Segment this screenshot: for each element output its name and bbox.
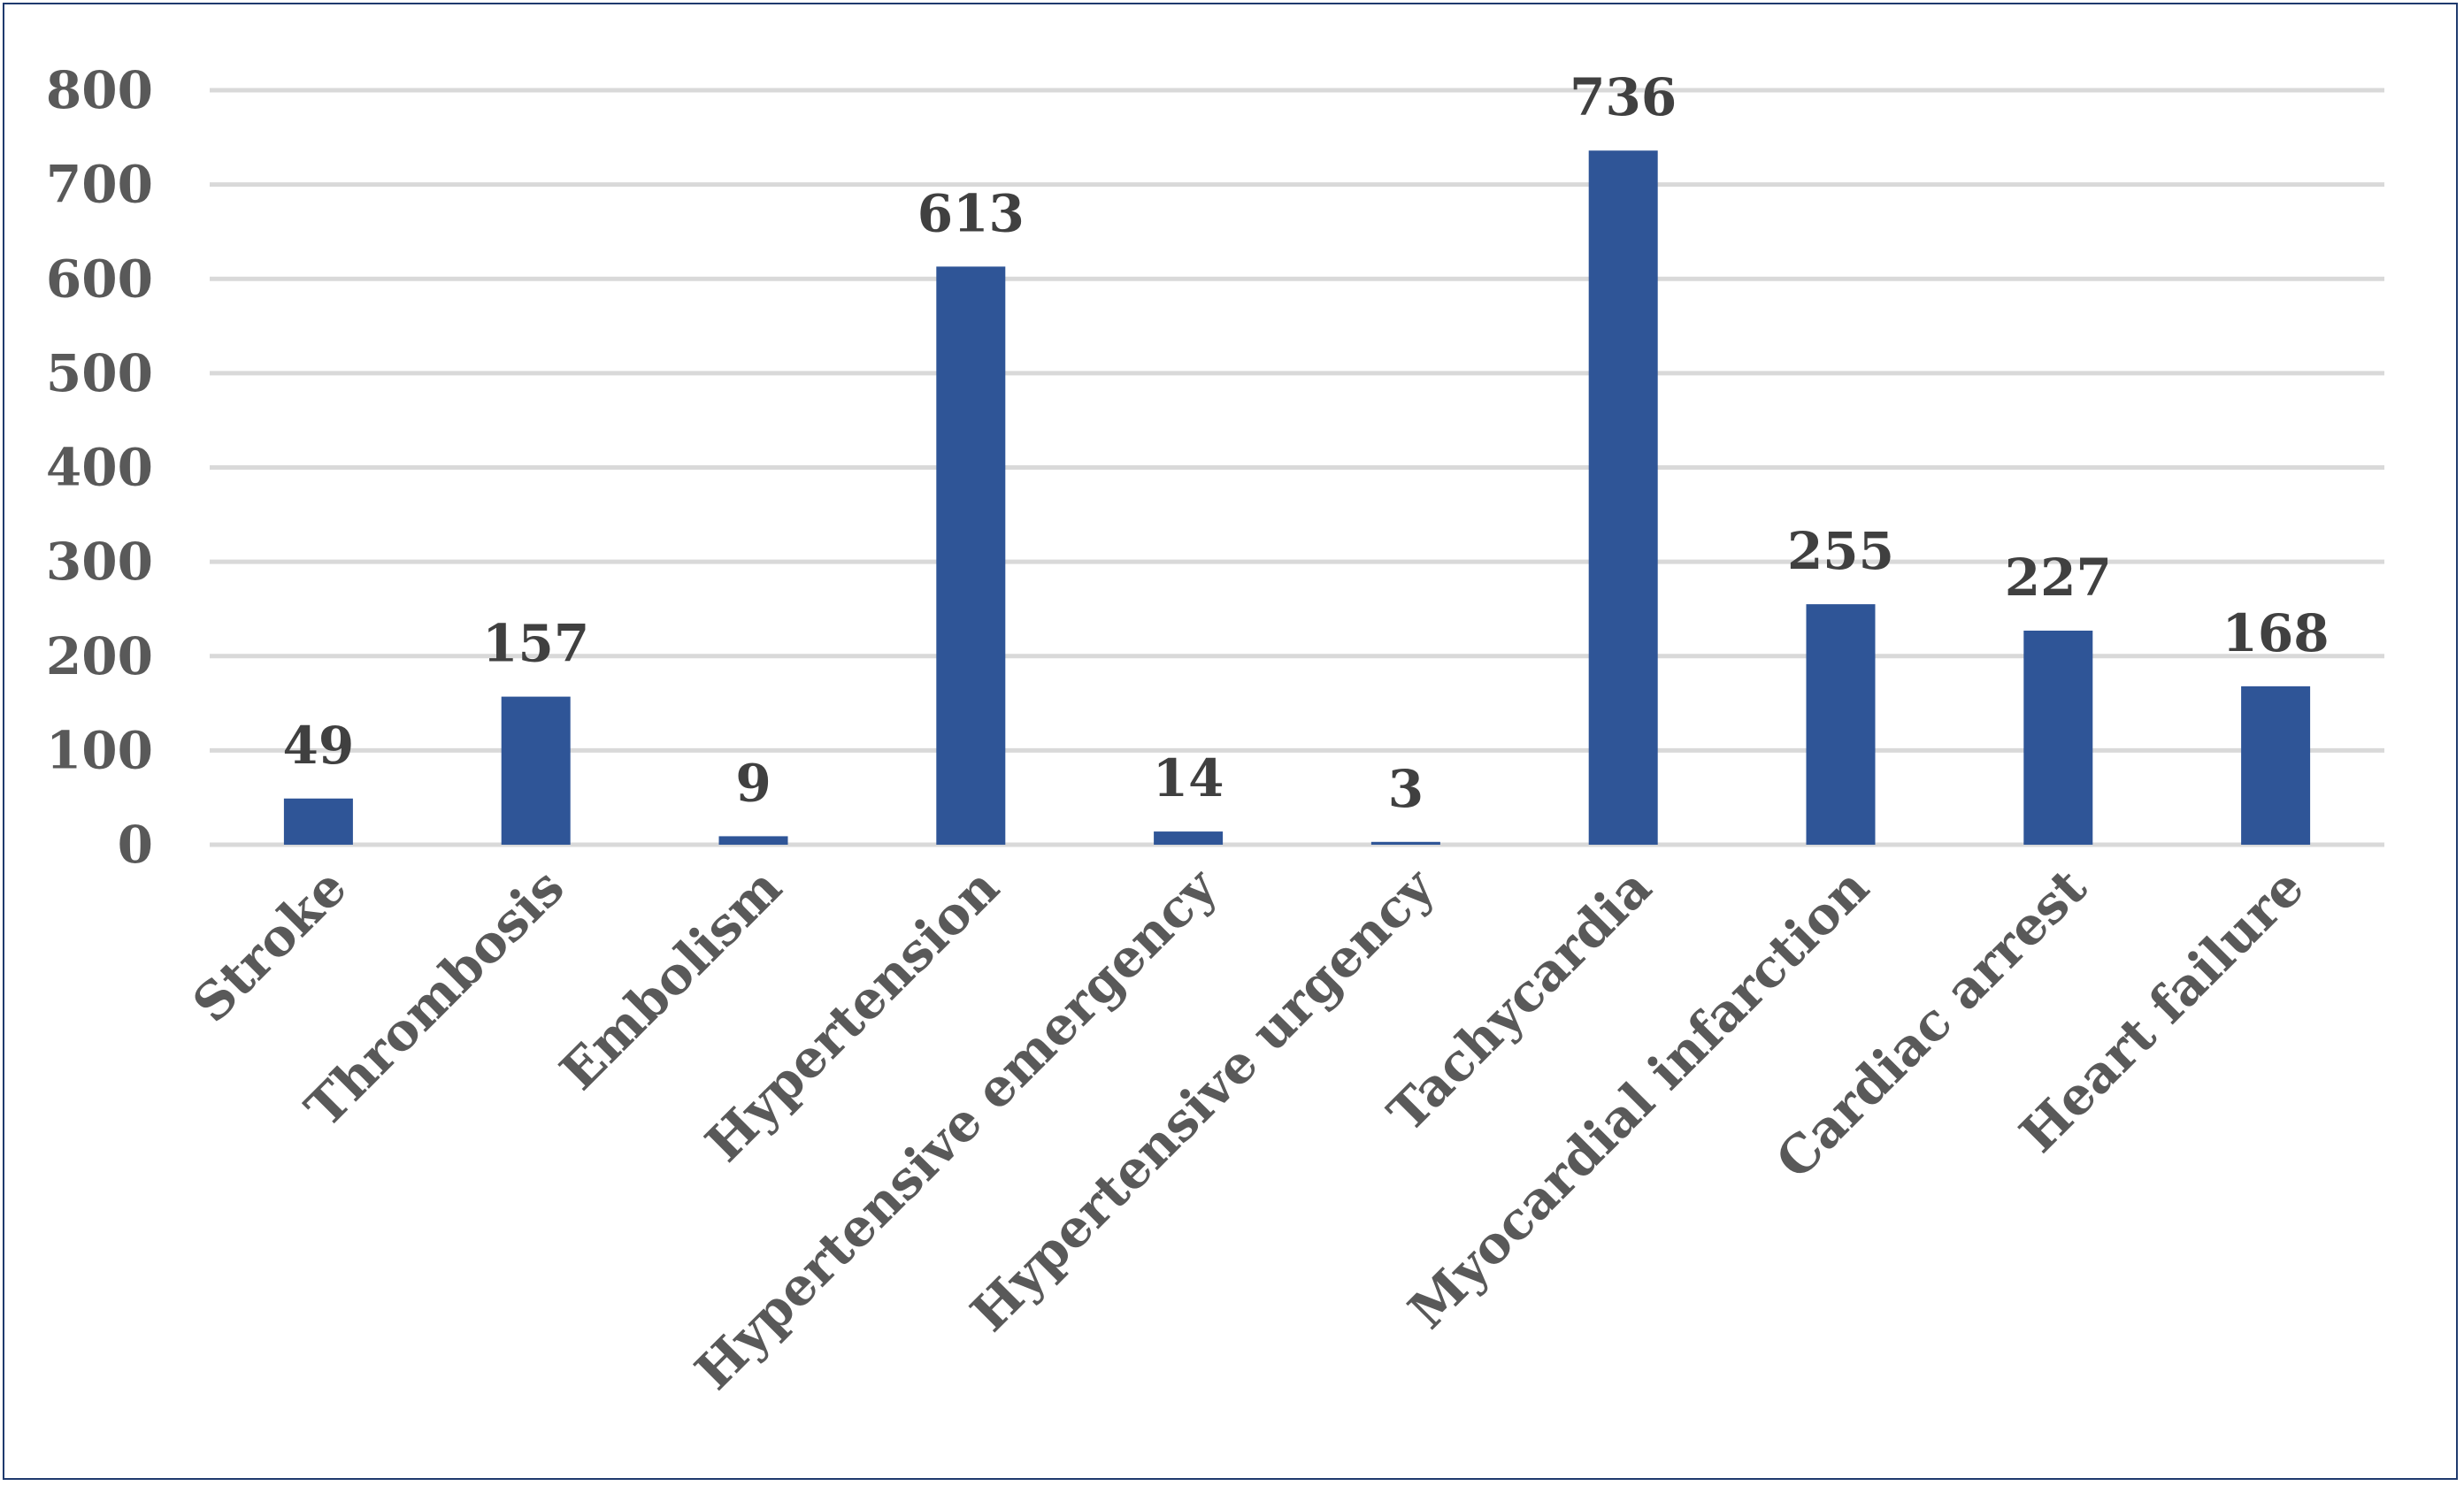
data-label: 14: [1153, 748, 1224, 808]
data-label: 3: [1388, 759, 1424, 819]
y-tick-label: 300: [46, 532, 153, 592]
y-tick-label: 700: [46, 155, 153, 215]
bar-myocardial-infarction: [1806, 604, 1876, 845]
data-label: 49: [283, 716, 355, 776]
y-tick-label: 100: [46, 720, 153, 780]
y-tick-label: 400: [46, 438, 153, 498]
y-tick-label: 0: [118, 815, 153, 875]
bar-hypertensive-emergency: [1154, 831, 1224, 845]
gridlines: [210, 88, 2384, 847]
y-tick-label: 600: [46, 249, 153, 309]
y-tick-label: 200: [46, 626, 153, 686]
data-label: 736: [1570, 67, 1677, 127]
x-category-label: Hypertensive urgency: [959, 855, 1447, 1343]
x-axis-category-labels: StrokeThrombosisEmbolismHypertensionHype…: [181, 855, 2315, 1401]
bar-tachycardia: [1588, 150, 1658, 846]
bar-chart: 0 100 200 300 400 500 600 700 800 49 157 9 613 14 3 73…: [46, 60, 2384, 1401]
bar-thrombosis: [501, 696, 571, 845]
bar-hypertensive-urgency: [1370, 841, 1440, 845]
y-tick-label: 800: [46, 60, 153, 120]
bar-embolism: [718, 836, 788, 845]
y-tick-label: 500: [46, 343, 153, 403]
data-label: 227: [2005, 548, 2112, 608]
data-label: 168: [2222, 603, 2330, 663]
data-label: 613: [917, 183, 1025, 243]
data-label: 157: [482, 614, 589, 674]
bar-stroke: [283, 798, 353, 845]
bar-cardiac-arrest: [2023, 630, 2093, 845]
x-category-label: Myocardial infarction: [1397, 857, 1880, 1340]
y-axis-ticks: 0 100 200 300 400 500 600 700 800: [46, 60, 153, 875]
data-label: 9: [735, 753, 771, 813]
chart-frame: 0 100 200 300 400 500 600 700 800 49 157 9 613 14 3 73…: [3, 3, 2458, 1480]
data-label: 255: [1787, 521, 1894, 581]
bar-heart-failure: [2241, 686, 2311, 845]
bar-hypertension: [936, 266, 1006, 845]
bars: [283, 150, 2311, 846]
data-labels: 49 157 9 613 14 3 736 255 227 168: [283, 67, 2330, 819]
x-category-label: Stroke: [181, 857, 358, 1034]
x-category-label: Embolism: [549, 857, 793, 1101]
